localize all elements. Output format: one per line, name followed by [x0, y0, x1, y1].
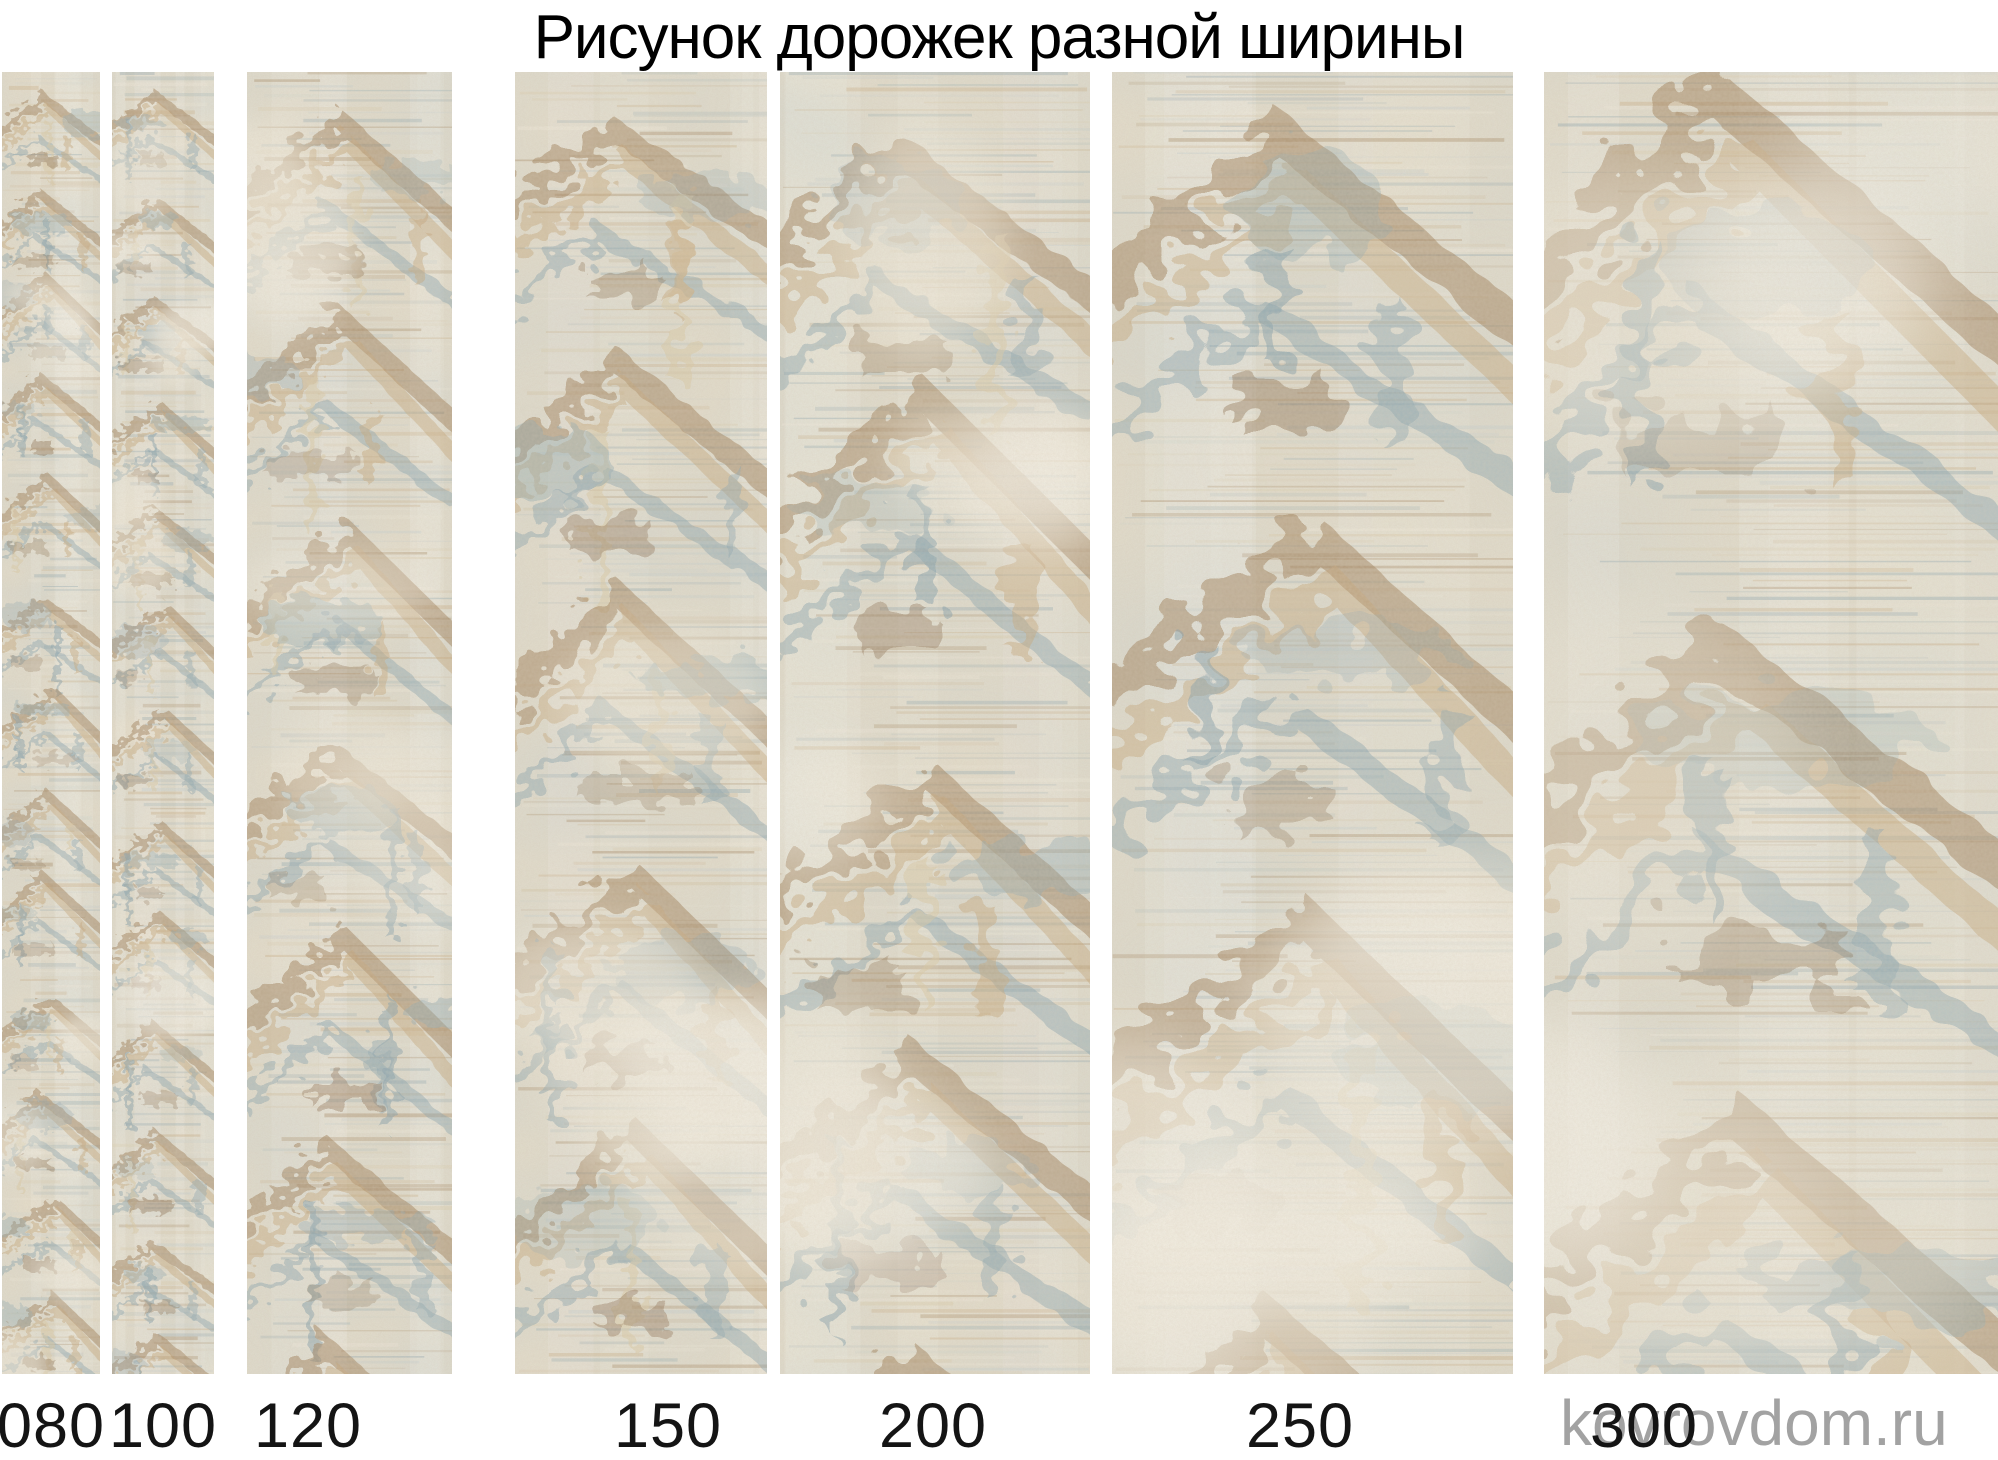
width-label-080: 080 — [0, 1391, 106, 1460]
runner-strip-300 — [1544, 72, 1998, 1374]
width-label-300: 300 — [1589, 1391, 1699, 1460]
runner-strip-120 — [247, 72, 452, 1374]
width-label-120: 120 — [253, 1391, 363, 1460]
width-label-150: 150 — [613, 1391, 723, 1460]
runner-strip-100 — [112, 72, 214, 1374]
page-title: Рисунок дорожек разной ширины — [533, 3, 1466, 72]
runner-strip-150 — [515, 72, 767, 1374]
runner-strip-250 — [1112, 72, 1513, 1374]
watermark: kovrovdom.ru — [1560, 1387, 1948, 1459]
runner-strip-080 — [2, 72, 100, 1374]
width-label-250: 250 — [1245, 1391, 1355, 1460]
width-label-200: 200 — [878, 1391, 988, 1460]
width-label-100: 100 — [108, 1391, 218, 1460]
runner-strip-200 — [780, 72, 1090, 1374]
